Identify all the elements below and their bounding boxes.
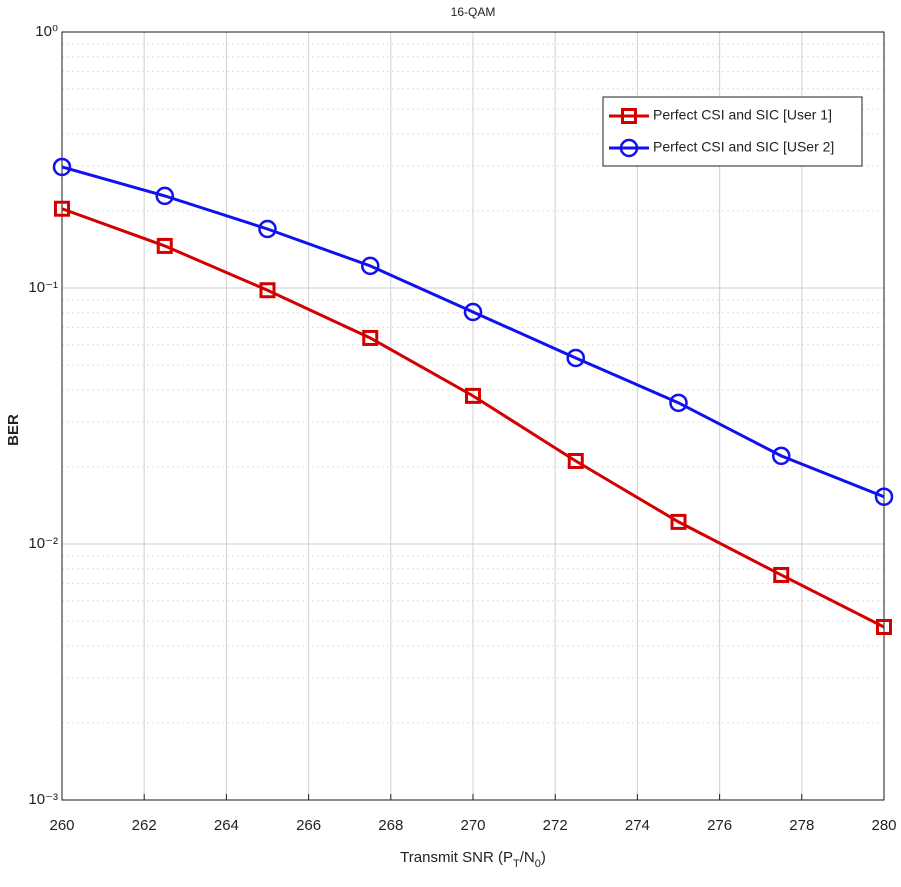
marker [54,200,70,217]
x-axis-label-part: 0 [535,858,541,870]
y-tick-label: 10⁻² [28,535,58,552]
marker [362,329,379,346]
x-axis-label-part: ) [541,849,546,866]
x-tick-label: 262 [132,817,157,834]
legend-marker [621,108,637,124]
marker [669,393,688,413]
marker [52,157,72,177]
marker [155,186,174,206]
marker [876,619,892,636]
y-tick-label: 10⁻³ [28,791,58,808]
x-axis-label: Transmit SNR (PT/N0) [400,849,546,870]
legend-label: Perfect CSI and SIC [USer 2] [653,139,834,155]
marker [258,219,277,239]
x-tick-label: 272 [543,817,568,834]
x-axis-label-part: /N [520,849,535,866]
marker [156,237,173,254]
marker [259,282,276,299]
marker [361,256,380,276]
x-tick-label: 278 [789,817,814,834]
x-axis-label-part: T [513,858,520,870]
series-line [61,207,885,629]
x-tick-label: 276 [707,817,732,834]
x-tick-label: 280 [871,817,896,834]
y-axis-label: BER [5,414,22,446]
x-tick-label: 264 [214,817,239,834]
marker [772,446,791,466]
x-tick-label: 274 [625,817,650,834]
legend-marker [619,138,639,158]
marker [465,387,481,404]
x-axis-label-part: Transmit SNR (P [400,849,513,866]
plot-frame [61,31,885,801]
marker [567,452,584,469]
chart-title: 16-QAM [451,5,496,19]
marker [566,348,585,368]
marker [463,302,483,322]
legend-box [602,96,863,167]
y-tick-label: 10⁰ [35,23,58,40]
marker [874,487,894,506]
series-line [61,165,885,499]
x-tick-label: 266 [296,817,321,834]
x-tick-label: 260 [49,817,74,834]
marker [670,513,687,530]
marker [773,566,790,583]
y-tick-label: 10⁻¹ [28,279,58,296]
x-tick-label: 268 [378,817,403,834]
legend-label: Perfect CSI and SIC [User 1] [653,107,832,123]
x-tick-label: 270 [460,817,485,834]
